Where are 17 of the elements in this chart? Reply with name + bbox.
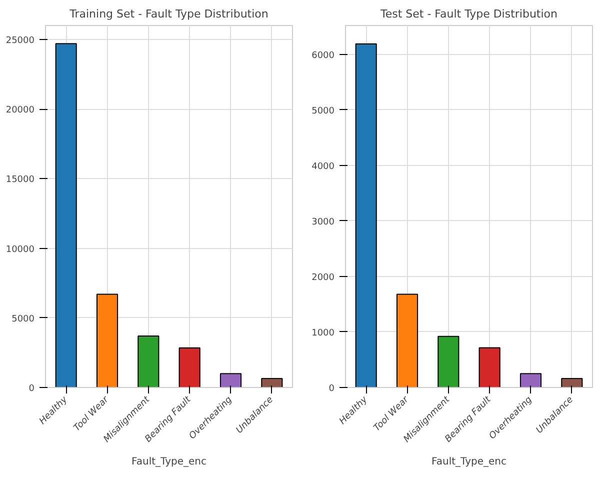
- y-tick-label: 5000: [312, 106, 335, 116]
- y-tick-label: 3000: [312, 217, 335, 228]
- y-tick-label: 0: [328, 384, 335, 394]
- y-tick-label: 20000: [6, 106, 35, 116]
- y-tick-label: 25000: [6, 36, 35, 46]
- y-tick-label: 6000: [312, 50, 335, 61]
- y-tick-label: 10000: [6, 244, 35, 255]
- y-tick-label: 0: [28, 384, 35, 394]
- chart-title: Test Set - Fault Type Distribution: [379, 8, 558, 20]
- y-tick-label: 4000: [312, 162, 335, 172]
- x-axis-title: Fault_Type_enc: [132, 456, 206, 468]
- chart-title: Training Set - Fault Type Distribution: [68, 8, 268, 20]
- x-axis-title: Fault_Type_enc: [432, 456, 506, 468]
- y-tick-label: 2000: [312, 272, 335, 283]
- y-tick-label: 15000: [6, 175, 35, 186]
- y-tick-label: 5000: [12, 314, 35, 324]
- y-tick-label: 1000: [312, 328, 335, 338]
